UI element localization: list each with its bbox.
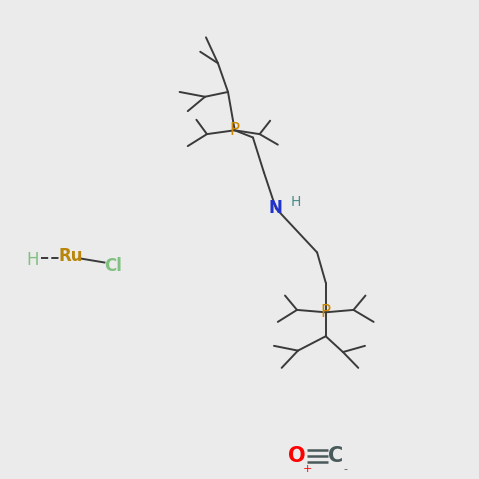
Text: Cl: Cl xyxy=(103,257,122,275)
Text: P: P xyxy=(320,303,331,321)
Text: P: P xyxy=(229,121,240,139)
Text: C: C xyxy=(328,446,343,466)
Text: +: + xyxy=(303,465,312,474)
Text: H: H xyxy=(291,195,301,209)
Text: H: H xyxy=(26,251,39,269)
Text: Ru: Ru xyxy=(58,247,83,265)
Text: -: - xyxy=(344,465,348,474)
Text: O: O xyxy=(288,446,306,466)
Text: N: N xyxy=(269,199,283,217)
